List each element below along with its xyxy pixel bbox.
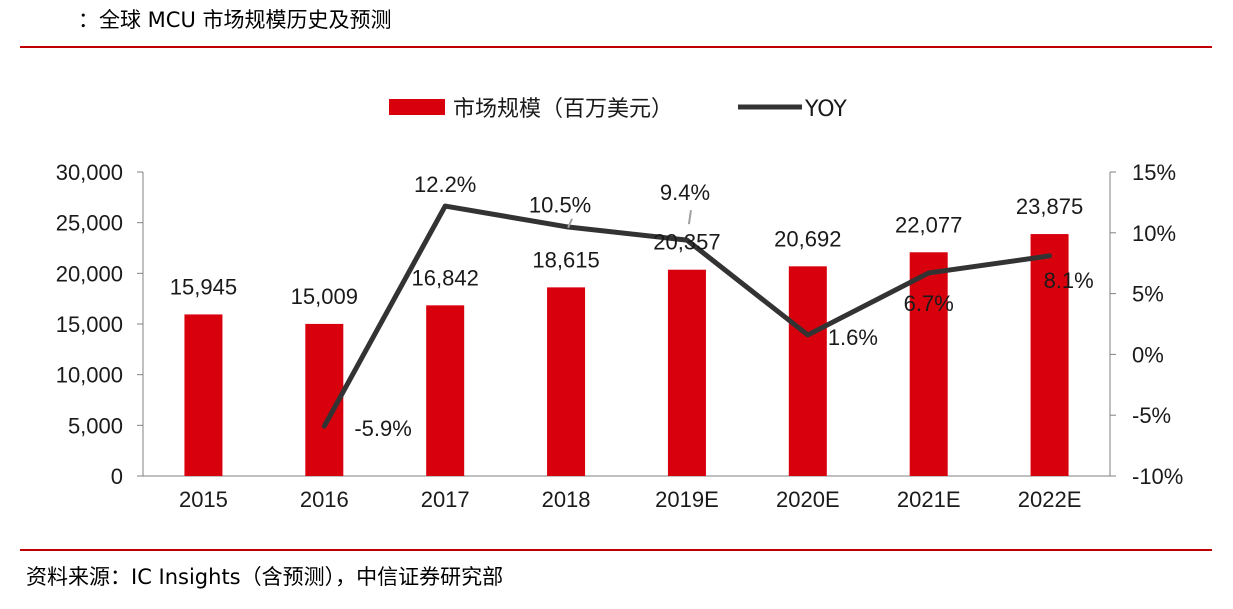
legend-bar-swatch bbox=[389, 99, 445, 115]
bars bbox=[184, 234, 1069, 476]
yoy-value-label: 10.5% bbox=[529, 193, 591, 218]
yoy-value-label: 12.2% bbox=[414, 172, 476, 197]
y-left-tick-label: 15,000 bbox=[56, 312, 123, 337]
leader-line bbox=[567, 218, 573, 229]
y-left-tick-label: 0 bbox=[111, 464, 123, 489]
bar-value-label: 20,357 bbox=[653, 230, 720, 255]
leader-line bbox=[687, 209, 692, 225]
title-rule bbox=[20, 12, 1212, 48]
legend: 市场规模（百万美元） YOY bbox=[389, 97, 847, 122]
y-right-tick-label: -10% bbox=[1132, 464, 1183, 489]
y-left-tick-label: 20,000 bbox=[56, 261, 123, 286]
y-right-tick-label: 10% bbox=[1132, 221, 1176, 246]
x-tick-label: 2021E bbox=[897, 487, 961, 512]
bar-value-label: 20,692 bbox=[774, 226, 841, 251]
bar-value-label: 18,615 bbox=[532, 247, 599, 272]
x-tick-label: 2018 bbox=[542, 487, 591, 512]
bar bbox=[1030, 234, 1069, 476]
x-tick-label: 2020E bbox=[776, 487, 840, 512]
y-right-tick-label: 5% bbox=[1132, 282, 1164, 307]
yoy-line-group bbox=[321, 203, 1053, 429]
source-note: 资料来源：IC Insights（含预测），中信证券研究部 bbox=[26, 565, 504, 589]
yoy-value-label: 8.1% bbox=[1044, 268, 1094, 293]
yoy-value-label: 9.4% bbox=[660, 180, 710, 205]
y-left-tick-label: 5,000 bbox=[68, 413, 123, 438]
x-tick-label: 2015 bbox=[179, 487, 228, 512]
bar bbox=[788, 266, 827, 476]
y-left-tick-label: 10,000 bbox=[56, 363, 123, 388]
page-title: ：全球 MCU 市场规模历史及预测 bbox=[78, 8, 392, 32]
yoy-value-label: 1.6% bbox=[828, 325, 878, 350]
x-tick-label: 2016 bbox=[300, 487, 349, 512]
y-right-tick-label: -5% bbox=[1132, 403, 1171, 428]
bar-value-label: 15,945 bbox=[170, 274, 237, 299]
bar-value-label: 23,875 bbox=[1016, 194, 1083, 219]
y-right-tick-label: 15% bbox=[1132, 160, 1176, 185]
yoy-value-label: 6.7% bbox=[904, 291, 954, 316]
axes: 0 5,000 10,000 15,000 20,000 25,000 30,000 -10%… bbox=[56, 160, 1184, 512]
yoy-value-label: -5.9% bbox=[354, 416, 411, 441]
yoy-line bbox=[321, 203, 1053, 429]
bar bbox=[426, 305, 465, 476]
source-rule bbox=[20, 549, 1212, 551]
x-tick-label: 2017 bbox=[421, 487, 470, 512]
bar bbox=[667, 269, 706, 476]
y-left-tick-label: 30,000 bbox=[56, 160, 123, 185]
y-right-tick-label: 0% bbox=[1132, 342, 1164, 367]
legend-bar-label: 市场规模（百万美元） bbox=[453, 97, 673, 122]
data-labels: 15,945 15,009 16,842 18,615 20,357 20,692 22,0… bbox=[170, 172, 1094, 441]
bar-value-label: 22,077 bbox=[895, 212, 962, 237]
bar bbox=[547, 287, 586, 476]
x-tick-label: 2019E bbox=[655, 487, 719, 512]
bar-value-label: 16,842 bbox=[412, 265, 479, 290]
bar bbox=[184, 314, 223, 476]
bar bbox=[909, 252, 948, 476]
legend-line-label: YOY bbox=[804, 97, 847, 122]
bar-value-label: 15,009 bbox=[291, 284, 358, 309]
y-left-tick-label: 25,000 bbox=[56, 211, 123, 236]
x-tick-label: 2022E bbox=[1018, 487, 1082, 512]
